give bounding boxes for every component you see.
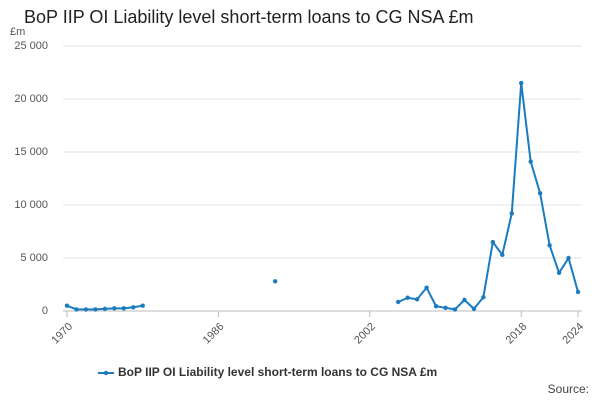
x-tick-label: 1986 — [201, 321, 227, 347]
point — [433, 304, 439, 309]
point — [102, 306, 108, 312]
point — [528, 159, 533, 164]
point — [509, 211, 514, 216]
point — [272, 279, 278, 284]
point — [93, 307, 98, 312]
chart-title: BoP IIP OI Liability level short-term lo… — [24, 7, 474, 27]
y-tick-label: 5 000 — [20, 252, 48, 264]
point — [74, 307, 79, 312]
point — [112, 306, 117, 311]
point — [396, 299, 401, 305]
y-tick-label: 10 000 — [14, 199, 48, 211]
point — [537, 191, 543, 196]
point — [405, 295, 410, 300]
point — [452, 307, 458, 312]
point — [121, 306, 126, 311]
y-tick-label: 25 000 — [14, 40, 48, 52]
point — [131, 305, 136, 310]
line — [397, 82, 579, 311]
point — [140, 303, 145, 308]
x-tick-label: 1970 — [49, 321, 75, 347]
x-tick-label: 2002 — [352, 321, 378, 347]
point — [547, 243, 552, 248]
x-tick-label: 2018 — [504, 321, 530, 347]
point — [414, 297, 420, 302]
point — [462, 297, 467, 303]
point — [64, 303, 70, 308]
point — [424, 285, 429, 290]
legend-marker — [103, 370, 109, 376]
point — [83, 307, 89, 312]
point — [490, 239, 496, 245]
point — [500, 252, 505, 258]
y-tick-label: 15 000 — [14, 146, 48, 158]
point — [519, 80, 524, 86]
point — [471, 306, 477, 312]
y-tick-label: 0 — [42, 305, 48, 317]
y-unit: £m — [10, 26, 25, 38]
point — [556, 270, 562, 276]
legend-label: BoP IIP OI Liability level short-term lo… — [118, 365, 437, 379]
point — [566, 255, 571, 261]
point — [443, 305, 448, 311]
point — [481, 295, 486, 300]
x-tick-label: 2024 — [560, 321, 586, 347]
source: Source: — [548, 382, 589, 396]
point — [575, 289, 581, 295]
y-tick-label: 20 000 — [14, 93, 48, 105]
